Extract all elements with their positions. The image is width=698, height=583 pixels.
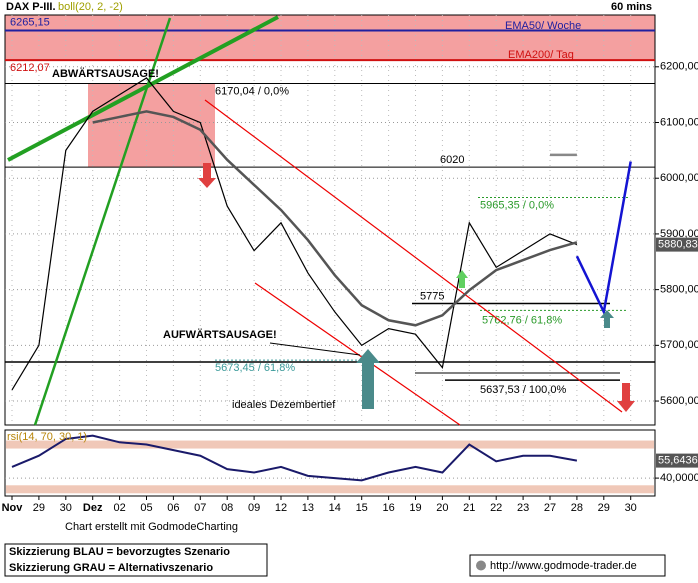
x-tick-label: Nov [2, 502, 24, 514]
x-tick-label: 02 [113, 502, 125, 514]
x-tick-label: 23 [517, 502, 529, 514]
x-tick-label: 14 [329, 502, 341, 514]
rsi-band [6, 440, 654, 449]
up-arrow [600, 310, 614, 328]
up-arrow [456, 270, 468, 288]
note: Skizzierung GRAU = Alternativszenario [9, 562, 213, 574]
trend-line [7, 15, 279, 162]
trend-line [33, 17, 172, 426]
down-arrow [198, 163, 216, 188]
y-tick-label: 6200,00 [660, 61, 698, 73]
x-tick-label: 27 [544, 502, 556, 514]
level-label: 5637,53 / 100,0% [480, 384, 566, 396]
credit: Chart erstellt mit GodmodeCharting [65, 521, 238, 533]
level-label: 5762,76 / 61,8% [482, 314, 562, 326]
last-value-box [656, 453, 698, 468]
y-tick-label: 6000,00 [660, 172, 698, 184]
channel-line [254, 282, 461, 426]
x-tick-label: 28 [571, 502, 583, 514]
annotation: EMA200/ Tag [508, 49, 574, 61]
x-tick-label: 12 [275, 502, 287, 514]
price-line [11, 77, 578, 391]
x-tick-label: 19 [409, 502, 421, 514]
up-arrow [356, 349, 380, 409]
x-tick-label: Dez [83, 502, 103, 514]
price-line [575, 161, 632, 316]
down-arrow [617, 383, 635, 412]
x-tick-label: 09 [248, 502, 260, 514]
chart-subtitle: boll(20, 2, -2) [58, 1, 123, 13]
x-tick-label: 05 [140, 502, 152, 514]
x-tick-label: 06 [167, 502, 179, 514]
x-tick-label: 21 [463, 502, 475, 514]
url[interactable]: http://www.godmode-trader.de [490, 560, 637, 572]
y-tick-label: 5600,00 [660, 395, 698, 407]
annotation-arrow [269, 342, 361, 356]
level-label: 5673,45 / 61,8% [215, 362, 295, 374]
main-panel [4, 14, 656, 426]
x-tick-label: 30 [60, 502, 72, 514]
annotation: AUFWÄRTSAUSAGE! [163, 328, 277, 341]
last-value-box [656, 237, 698, 252]
x-tick-label: 13 [302, 502, 314, 514]
x-tick-label: 29 [33, 502, 45, 514]
last-value-label: 55,6436 [658, 455, 698, 467]
x-tick-label: 29 [598, 502, 610, 514]
annotation: EMA50/ Woche [505, 20, 581, 32]
timeframe: 60 mins [611, 1, 652, 13]
url-box[interactable] [469, 554, 666, 577]
rsi-band [6, 485, 654, 494]
x-tick-label: 22 [490, 502, 502, 514]
level-label: 6212,07 [10, 62, 50, 74]
price-line [92, 110, 578, 327]
y-tick-label: 6100,00 [660, 116, 698, 128]
rsi-panel [4, 429, 656, 497]
annotation: ideales Dezembertief [232, 399, 336, 411]
x-tick-label: 16 [382, 502, 394, 514]
annotation: ABWÄRTSAUSAGE! [52, 67, 159, 80]
y-tick-label: 40,0000 [660, 472, 698, 484]
level-label: 5775 [420, 290, 444, 302]
rsi-line [11, 434, 578, 482]
y-tick-label: 5900,00 [660, 228, 698, 240]
x-tick-label: 07 [194, 502, 206, 514]
rsi-title: rsi(14, 70, 30, 1) [7, 431, 87, 443]
y-tick-label: 5700,00 [660, 339, 698, 351]
level-label: 5965,35 / 0,0% [480, 199, 554, 211]
url-icon [476, 560, 486, 571]
level-label: 6170,04 / 0,0% [215, 85, 289, 97]
level-label: 6265,15 [10, 16, 50, 28]
resistance-zone [5, 15, 655, 61]
x-tick-label: 15 [356, 502, 368, 514]
note: Skizzierung BLAU = bevorzugtes Szenario [9, 546, 230, 558]
level-label: 6020 [440, 154, 464, 166]
chart-title: DAX P-III. [6, 1, 56, 13]
x-tick-label: 08 [221, 502, 233, 514]
notes-box [4, 543, 268, 577]
x-tick-label: 30 [625, 502, 637, 514]
y-tick-label: 5800,00 [660, 284, 698, 296]
x-tick-label: 20 [436, 502, 448, 514]
last-value-label: 5880,83 [658, 239, 698, 251]
channel-line [204, 99, 623, 413]
resistance-zone [88, 83, 215, 168]
